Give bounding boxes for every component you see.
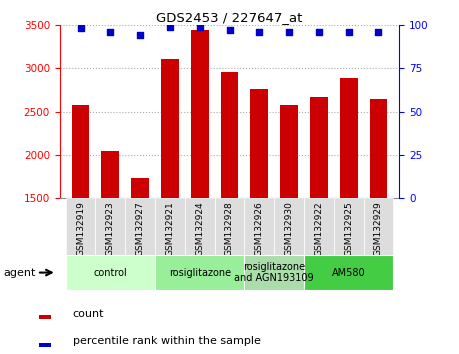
Bar <box>221 72 238 198</box>
Bar <box>369 99 387 198</box>
Bar <box>66 255 155 290</box>
Bar <box>274 198 304 255</box>
Point <box>345 29 353 35</box>
Bar <box>304 198 334 255</box>
Bar <box>304 255 393 290</box>
Title: GDS2453 / 227647_at: GDS2453 / 227647_at <box>157 11 302 24</box>
Bar <box>244 255 304 290</box>
Bar <box>161 59 179 198</box>
Bar <box>215 198 244 255</box>
Bar <box>340 78 358 198</box>
Point <box>106 29 114 35</box>
Text: count: count <box>73 309 104 319</box>
Bar <box>66 198 95 255</box>
Point <box>226 27 233 33</box>
Text: GSM132919: GSM132919 <box>76 201 85 256</box>
Bar <box>125 198 155 255</box>
Text: GSM132922: GSM132922 <box>314 201 324 256</box>
Bar <box>364 198 393 255</box>
Bar <box>334 198 364 255</box>
Text: GSM132923: GSM132923 <box>106 201 115 256</box>
Bar <box>185 198 215 255</box>
Text: agent: agent <box>3 268 35 278</box>
Bar <box>72 104 90 198</box>
Bar <box>39 315 50 319</box>
Text: GSM132929: GSM132929 <box>374 201 383 256</box>
Text: percentile rank within the sample: percentile rank within the sample <box>73 336 260 346</box>
Bar <box>310 97 328 198</box>
Point <box>256 29 263 35</box>
Point <box>196 24 203 29</box>
Text: GSM132925: GSM132925 <box>344 201 353 256</box>
Text: rosiglitazone
and AGN193109: rosiglitazone and AGN193109 <box>235 262 314 284</box>
Bar <box>155 198 185 255</box>
Text: GSM132930: GSM132930 <box>285 201 294 256</box>
Text: GSM132921: GSM132921 <box>165 201 174 256</box>
Point <box>136 32 144 38</box>
Bar <box>39 343 50 347</box>
Point <box>166 24 174 29</box>
Bar <box>280 104 298 198</box>
Bar <box>155 255 244 290</box>
Point <box>315 29 323 35</box>
Bar <box>95 198 125 255</box>
Bar <box>244 198 274 255</box>
Text: GSM132926: GSM132926 <box>255 201 264 256</box>
Point <box>375 29 382 35</box>
Bar <box>101 150 119 198</box>
Text: GSM132924: GSM132924 <box>195 201 204 256</box>
Bar <box>131 178 149 198</box>
Point <box>77 25 84 31</box>
Text: rosiglitazone: rosiglitazone <box>168 268 231 278</box>
Bar <box>250 89 268 198</box>
Text: AM580: AM580 <box>332 268 365 278</box>
Point <box>285 29 293 35</box>
Text: control: control <box>94 268 127 278</box>
Bar <box>191 30 209 198</box>
Text: GSM132927: GSM132927 <box>135 201 145 256</box>
Text: GSM132928: GSM132928 <box>225 201 234 256</box>
